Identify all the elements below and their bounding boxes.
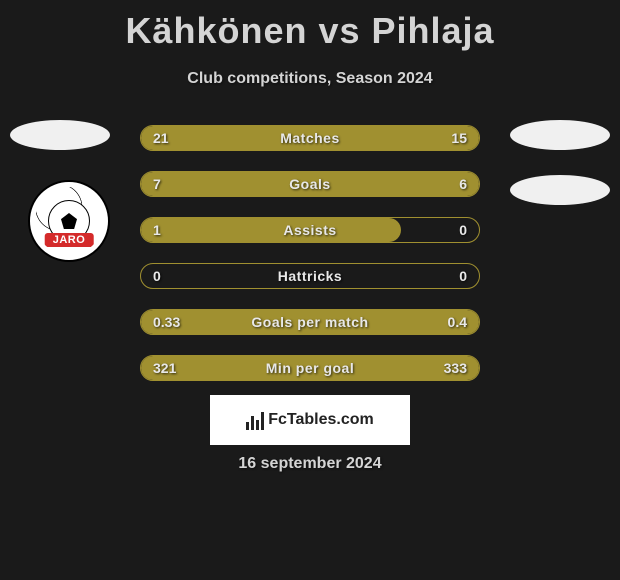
stat-label: Min per goal <box>266 360 354 376</box>
stat-label: Hattricks <box>278 268 342 284</box>
club-badge-label: JARO <box>45 233 94 247</box>
stat-value-left: 321 <box>153 360 176 376</box>
stat-fill-right <box>324 172 479 196</box>
stat-row: 0 Hattricks 0 <box>140 263 480 289</box>
generation-date: 16 september 2024 <box>238 455 381 473</box>
comparison-title: Kähkönen vs Pihlaja <box>0 0 620 52</box>
stat-fill-left <box>141 218 401 242</box>
stat-value-right: 6 <box>459 176 467 192</box>
oval-placeholder <box>10 120 110 150</box>
stat-value-right: 333 <box>444 360 467 376</box>
stat-row: 21 Matches 15 <box>140 125 480 151</box>
stat-value-left: 21 <box>153 130 169 146</box>
stat-label: Matches <box>280 130 340 146</box>
fctables-branding: FcTables.com <box>210 395 410 445</box>
club-badge: JARO <box>28 180 110 262</box>
fctables-text: FcTables.com <box>268 411 374 429</box>
stat-value-right: 15 <box>451 130 467 146</box>
stat-value-right: 0.4 <box>448 314 467 330</box>
stat-row: 1 Assists 0 <box>140 217 480 243</box>
stat-label: Goals <box>289 176 330 192</box>
stat-value-left: 7 <box>153 176 161 192</box>
stat-value-left: 1 <box>153 222 161 238</box>
stat-row: 7 Goals 6 <box>140 171 480 197</box>
stat-label: Goals per match <box>251 314 368 330</box>
oval-placeholder <box>510 120 610 150</box>
stat-value-left: 0 <box>153 268 161 284</box>
stat-value-right: 0 <box>459 222 467 238</box>
fctables-logo: FcTables.com <box>246 410 374 430</box>
stat-label: Assists <box>283 222 336 238</box>
left-player-ovals <box>10 120 110 175</box>
stat-value-right: 0 <box>459 268 467 284</box>
right-player-ovals <box>510 120 610 230</box>
club-badge-inner: JARO <box>35 187 103 255</box>
stat-value-left: 0.33 <box>153 314 180 330</box>
comparison-subtitle: Club competitions, Season 2024 <box>0 70 620 88</box>
stat-row: 321 Min per goal 333 <box>140 355 480 381</box>
stat-row: 0.33 Goals per match 0.4 <box>140 309 480 335</box>
stats-container: 21 Matches 15 7 Goals 6 1 Assists 0 0 Hattricks 0 0.… <box>140 125 480 401</box>
chart-bars-icon <box>246 410 264 430</box>
oval-placeholder <box>510 175 610 205</box>
